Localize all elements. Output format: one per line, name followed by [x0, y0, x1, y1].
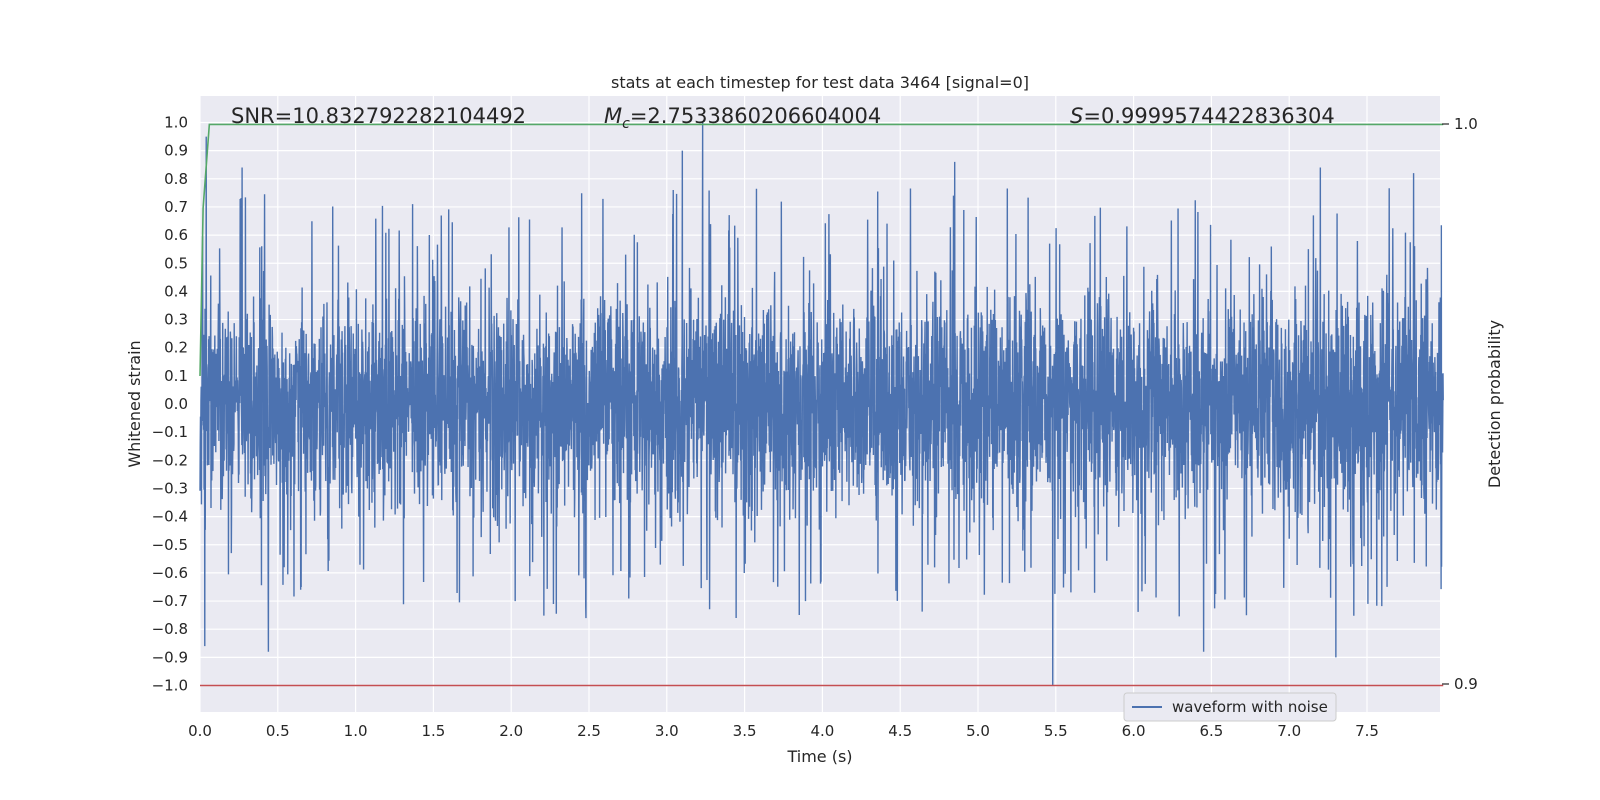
x-tick-label: 0.0 [188, 722, 212, 740]
y2-tick-label: 1.0 [1454, 115, 1478, 133]
s-value: =0.9999574422836304 [1083, 104, 1334, 128]
x-tick-label: 1.0 [344, 722, 368, 740]
series-waveform-with-noise [199, 122, 1444, 686]
detection-probability-line [199, 123, 1444, 377]
y-tick-label: 0.8 [164, 170, 188, 188]
y-tick-label: 0.9 [164, 142, 188, 160]
mc-value: =2.7533860206604004 [630, 104, 881, 128]
x-tick-label: 3.0 [655, 722, 679, 740]
y-tick-label: −0.1 [152, 423, 188, 441]
series-detection-probability [199, 123, 1444, 377]
x-tick-label: 5.5 [1044, 722, 1068, 740]
y-tick-label: −0.7 [152, 592, 188, 610]
legend-label-waveform: waveform with noise [1172, 698, 1328, 716]
x-tick-label: 4.0 [810, 722, 834, 740]
y2-tick-label: 0.9 [1454, 675, 1478, 693]
y-tick-label: −0.5 [152, 536, 188, 554]
x-tick-label: 3.5 [733, 722, 757, 740]
y-tick-label: 1.0 [164, 114, 188, 132]
y-tick-label: −0.2 [152, 451, 188, 469]
mc-annotation: Mc=2.7533860206604004 [604, 104, 881, 132]
y-tick-label: 0.4 [164, 282, 188, 300]
x-tick-label: 2.5 [577, 722, 601, 740]
x-tick-label: 4.5 [888, 722, 912, 740]
chart-title: stats at each timestep for test data 346… [611, 73, 1029, 92]
x-tick-label: 2.0 [499, 722, 523, 740]
x-axis-ticks: 0.0 0.5 1.0 1.5 2.0 2.5 3.0 3.5 4.0 4.5 5.0 5.5 6.0 6… [188, 722, 1379, 740]
y-tick-label: 0.1 [164, 367, 188, 385]
s-symbol: S [1070, 104, 1083, 128]
x-tick-label: 6.0 [1122, 722, 1146, 740]
legend-box [1123, 692, 1337, 722]
y-tick-label: −0.8 [152, 620, 188, 638]
y-tick-label: 0.6 [164, 226, 188, 244]
y-tick-label: 0.0 [164, 395, 188, 413]
y-tick-label: 0.3 [164, 311, 188, 329]
y-tick-label: −0.9 [152, 648, 188, 666]
y-tick-label: 0.2 [164, 339, 188, 357]
x-tick-label: 6.5 [1199, 722, 1223, 740]
waveform-line [199, 122, 1444, 686]
x-axis-label: Time (s) [786, 747, 852, 766]
x-tick-label: 7.0 [1277, 722, 1301, 740]
y-axis-label: Whitened strain [125, 340, 144, 467]
x-tick-label: 1.5 [421, 722, 445, 740]
y-tick-label: −0.3 [152, 479, 188, 497]
y2-axis-label: Detection probability [1485, 320, 1504, 488]
y-tick-label: −1.0 [152, 677, 188, 695]
legend: waveform with noise [1123, 692, 1337, 722]
y2-axis-ticks: 1.0 0.9 [1442, 115, 1478, 693]
y-tick-label: −0.4 [152, 508, 188, 526]
x-tick-label: 7.5 [1355, 722, 1379, 740]
s-annotation: S=0.9999574422836304 [1070, 104, 1335, 128]
y-axis-ticks: 1.0 0.9 0.8 0.7 0.6 0.5 0.4 0.3 0.2 0.1 0.0 −0.1 −0.… [152, 114, 188, 695]
x-tick-label: 0.5 [266, 722, 290, 740]
mc-symbol: M [604, 104, 622, 128]
y-tick-label: −0.6 [152, 564, 188, 582]
mc-subscript: c [622, 116, 630, 132]
y-tick-label: 0.7 [164, 198, 188, 216]
snr-annotation: SNR=10.832792282104492 [231, 104, 526, 128]
y-tick-label: 0.5 [164, 254, 188, 272]
x-tick-label: 5.0 [966, 722, 990, 740]
